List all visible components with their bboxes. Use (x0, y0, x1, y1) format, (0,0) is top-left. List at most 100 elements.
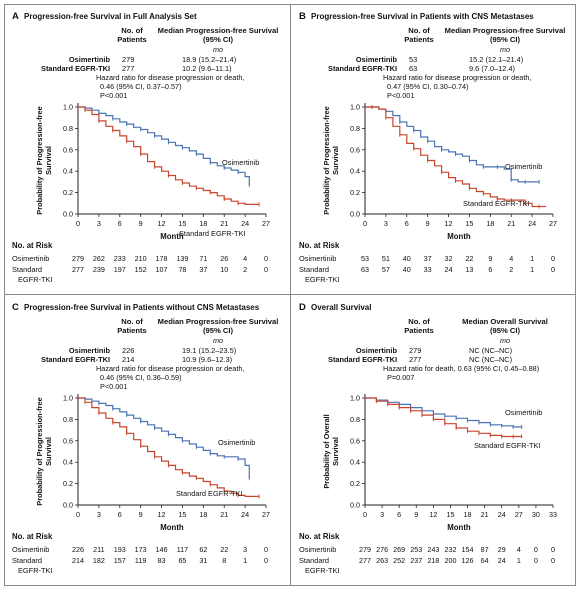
arm-median: 19.1 (15.2–23.5) (182, 346, 236, 355)
risk-value-standard: 252 (393, 556, 405, 565)
risk-value-osimertinib: 40 (403, 254, 411, 263)
unit-mo: mo (213, 45, 223, 54)
risk-value-standard: 0 (551, 265, 555, 274)
y-tick-label: 0.2 (63, 188, 73, 197)
risk-value-standard: 197 (114, 265, 126, 274)
risk-value-osimertinib: 276 (376, 545, 388, 554)
risk-value-osimertinib: 232 (444, 545, 456, 554)
header-ci: (95% CI) (203, 35, 233, 44)
header-median: Median Overall Survival (462, 317, 548, 326)
risk-value-osimertinib: 22 (465, 254, 473, 263)
y-tick-label: 0.2 (63, 479, 73, 488)
x-tick-label: 15 (465, 219, 473, 228)
risk-value-standard: 126 (462, 556, 474, 565)
arm-name: Standard EGFR-TKI (41, 355, 110, 364)
risk-value-osimertinib: 1 (530, 254, 534, 263)
osimertinib-curve (365, 397, 522, 428)
x-tick-label: 15 (446, 510, 454, 519)
panel-letter: D (299, 302, 306, 313)
header-patients: Patients (117, 326, 147, 335)
panel-b-chart: B Progression-free Survival in Patients w… (299, 11, 566, 284)
y-tick-label: 0.4 (63, 458, 73, 467)
risk-value-standard: 152 (135, 265, 147, 274)
y-tick-label: 0.8 (350, 124, 360, 133)
unit-mo: mo (500, 45, 510, 54)
risk-value-standard: 83 (158, 556, 166, 565)
x-axis-label: Month (160, 232, 184, 241)
vertical-divider (290, 4, 291, 586)
risk-table-title: No. at Risk (299, 241, 340, 250)
hazard-ratio: Hazard ratio for disease progression or … (96, 364, 244, 373)
risk-value-standard: 24 (498, 556, 506, 565)
arm-n: 279 (409, 346, 421, 355)
risk-label-standard: Standard (12, 265, 42, 274)
risk-value-osimertinib: 262 (93, 254, 105, 263)
arm-median: 10.2 (9.6–11.1) (182, 64, 232, 73)
x-tick-label: 24 (241, 219, 249, 228)
panel-d: D Overall Survival No. of Patients Median Ov… (291, 295, 577, 585)
y-axis-label: Probability of Progression-free (35, 397, 44, 505)
x-tick-label: 12 (429, 510, 437, 519)
hazard-ratio: 0.46 (95% CI, 0.36–0.59) (100, 373, 182, 382)
risk-value-standard: 237 (410, 556, 422, 565)
panel-a: A Progression-free Survival in Full Analy… (4, 4, 290, 294)
unit-mo: mo (500, 336, 510, 345)
arm-name: Standard EGFR-TKI (41, 64, 110, 73)
panel-letter: A (12, 11, 19, 22)
risk-label-standard-line2: EGFR-TKI (305, 275, 340, 284)
risk-value-standard: 37 (199, 265, 207, 274)
curve-label-standard: Standard EGFR-TKI (463, 199, 530, 208)
hazard-ratio: 0.46 (95% CI, 0.37–0.57) (100, 82, 182, 91)
hazard-ratio: 0.47 (95% CI, 0.30–0.74) (387, 82, 469, 91)
risk-value-osimertinib: 53 (361, 254, 369, 263)
horizontal-divider (4, 294, 576, 295)
risk-value-standard: 63 (361, 265, 369, 274)
x-tick-label: 6 (118, 219, 122, 228)
arm-name: Osimertinib (356, 346, 398, 355)
risk-value-standard: 13 (465, 265, 473, 274)
hazard-ratio: Hazard ratio for disease progression or … (96, 73, 244, 82)
x-axis-label: Month (447, 232, 471, 241)
risk-value-standard: 1 (530, 265, 534, 274)
y-tick-label: 0.4 (350, 167, 360, 176)
arm-n: 214 (122, 355, 134, 364)
risk-value-standard: 263 (376, 556, 388, 565)
y-axis-label-line2: Survival (331, 146, 340, 175)
risk-value-standard: 10 (220, 265, 228, 274)
x-tick-label: 12 (158, 510, 166, 519)
y-tick-label: 0.6 (350, 436, 360, 445)
standard-egfr-tki-curve (365, 397, 522, 438)
arm-name: Osimertinib (69, 346, 111, 355)
risk-value-osimertinib: 211 (93, 545, 104, 554)
arm-name: Osimertinib (69, 55, 111, 64)
header-median: Median Progression-free Survival (158, 26, 279, 35)
y-axis-label-line2: Survival (44, 437, 53, 466)
header-no-of: No. of (121, 26, 143, 35)
panel-letter: B (299, 11, 306, 22)
risk-label-standard: Standard (12, 556, 42, 565)
risk-value-standard: 218 (427, 556, 439, 565)
risk-value-standard: 239 (93, 265, 105, 274)
x-tick-label: 24 (241, 510, 249, 519)
unit-mo: mo (213, 336, 223, 345)
y-tick-label: 0.0 (350, 501, 360, 510)
panel-title: Progression-free Survival in Full Analys… (24, 12, 197, 21)
arm-n: 53 (409, 55, 417, 64)
risk-value-osimertinib: 71 (199, 254, 207, 263)
arm-n: 277 (122, 64, 134, 73)
risk-value-osimertinib: 4 (243, 254, 247, 263)
risk-label-standard-line2: EGFR-TKI (18, 275, 53, 284)
panel-c: C Progression-free Survival in Patients w… (4, 295, 290, 585)
header-patients: Patients (404, 35, 434, 44)
header-ci: (95% CI) (490, 35, 520, 44)
y-axis-label: Probability of Progression-free (35, 106, 44, 214)
risk-label-standard-line2: EGFR-TKI (305, 566, 340, 575)
header-median: Median Progression-free Survival (445, 26, 566, 35)
arm-name: Standard EGFR-TKI (328, 64, 397, 73)
header-patients: Patients (117, 35, 147, 44)
panel-title: Overall Survival (311, 303, 371, 312)
header-patients: Patients (404, 326, 434, 335)
y-tick-label: 0.0 (350, 210, 360, 219)
risk-label-osimertinib: Osimertinib (299, 545, 336, 554)
risk-value-osimertinib: 139 (176, 254, 188, 263)
